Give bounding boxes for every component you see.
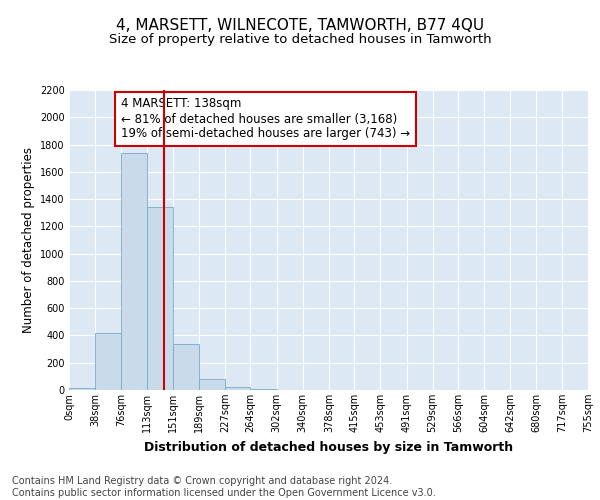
Bar (250, 388, 277, 390)
Bar (146, 206, 173, 390)
Bar (199, 380, 225, 390)
Text: 4 MARSETT: 138sqm
← 81% of detached houses are smaller (3,168)
19% of semi-detac: 4 MARSETT: 138sqm ← 81% of detached hous… (121, 98, 410, 140)
Text: Contains HM Land Registry data © Crown copyright and database right 2024.
Contai: Contains HM Land Registry data © Crown c… (12, 476, 436, 498)
Bar (95, 334, 121, 390)
Text: Size of property relative to detached houses in Tamworth: Size of property relative to detached ho… (109, 32, 491, 46)
Bar (173, 344, 199, 390)
Text: 4, MARSETT, WILNECOTE, TAMWORTH, B77 4QU: 4, MARSETT, WILNECOTE, TAMWORTH, B77 4QU (116, 18, 484, 32)
Bar (121, 152, 146, 390)
Bar (69, 388, 95, 390)
X-axis label: Distribution of detached houses by size in Tamworth: Distribution of detached houses by size … (144, 440, 513, 454)
Y-axis label: Number of detached properties: Number of detached properties (22, 147, 35, 333)
Bar (225, 386, 250, 390)
